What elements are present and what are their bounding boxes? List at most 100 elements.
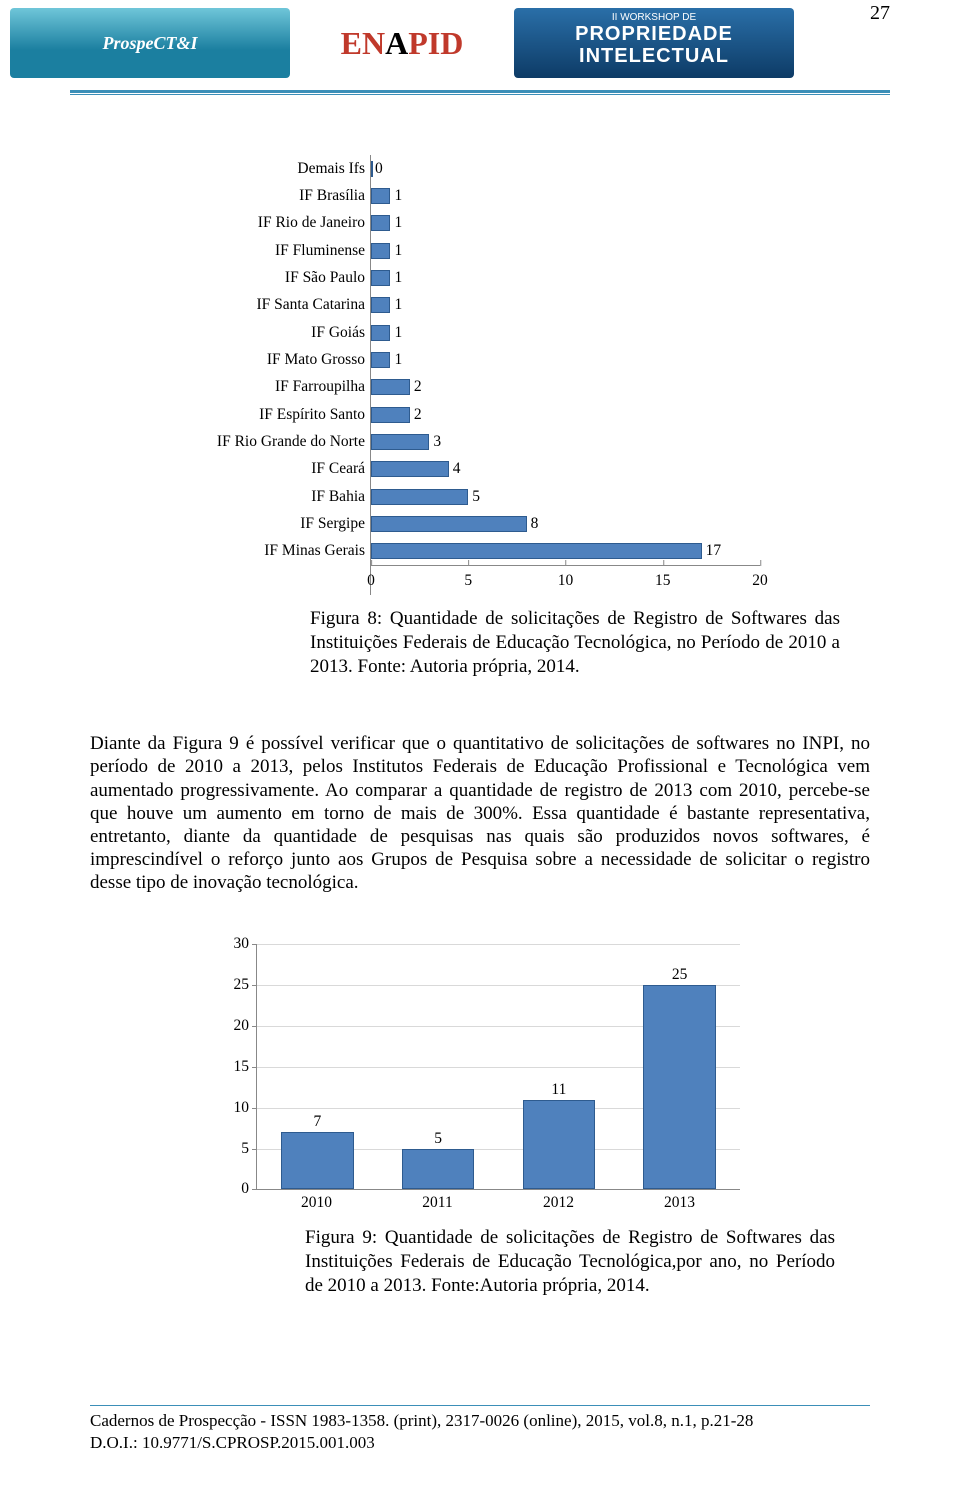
vbar-value: 11 <box>551 1081 566 1099</box>
hbar-bar <box>371 434 429 450</box>
workshop-line3: INTELECTUAL <box>579 45 729 67</box>
hbar-label: IF Ceará <box>195 460 365 478</box>
x-axis-tick: 10 <box>558 566 574 590</box>
hbar-value: 0 <box>375 160 383 178</box>
hbar-label: IF Minas Gerais <box>195 542 365 560</box>
x-axis-label: 2010 <box>301 1194 332 1212</box>
y-axis-label: 0 <box>241 1180 249 1198</box>
x-axis-tick: 15 <box>655 566 671 590</box>
footer-line-1: Cadernos de Prospecção - ISSN 1983-1358.… <box>90 1410 870 1432</box>
y-axis-label: 25 <box>234 976 250 994</box>
footer-line-2: D.O.I.: 10.9771/S.CPROSP.2015.001.003 <box>90 1432 870 1454</box>
hbar-value: 1 <box>394 242 402 260</box>
hbar-value: 1 <box>394 351 402 369</box>
y-axis-label: 20 <box>234 1017 250 1035</box>
hbar-value: 5 <box>472 488 480 506</box>
hbar-label: Demais Ifs <box>195 160 365 178</box>
y-axis-label: 5 <box>241 1140 249 1158</box>
hbar-value: 2 <box>414 406 422 424</box>
hbar-value: 17 <box>706 542 722 560</box>
hbar-label: IF Mato Grosso <box>195 351 365 369</box>
page-header: ProspeCT&I ENAPID II WORKSHOP DE PROPRIE… <box>0 0 960 86</box>
vbar: 5 <box>402 1149 474 1190</box>
workshop-line2: PROPRIEDADE <box>575 23 733 45</box>
figure-8-caption: Figura 8: Quantidade de solicitações de … <box>310 607 840 678</box>
enapid-part-1: EN <box>341 25 385 62</box>
figure-9-caption-prefix: Figura 9: <box>305 1227 385 1248</box>
logo-enapid: ENAPID <box>302 8 502 78</box>
x-axis-tick: 20 <box>752 566 768 590</box>
y-axis-tick <box>252 944 257 945</box>
hbar-bar <box>371 188 390 204</box>
vbar-value: 25 <box>672 966 688 984</box>
hbar-label: IF Rio de Janeiro <box>195 214 365 232</box>
figure-8-caption-body: Quantidade de solicitações de Registro d… <box>310 608 840 677</box>
hbar-bar <box>371 352 390 368</box>
hbar-row: IF Rio de Janeiro1 <box>371 210 760 237</box>
hbar-row: Demais Ifs0 <box>371 155 760 182</box>
hbar-label: IF Santa Catarina <box>195 296 365 314</box>
hbar-row: IF Espírito Santo2 <box>371 401 760 428</box>
y-axis-label: 10 <box>234 1099 250 1117</box>
body-paragraph: Diante da Figura 9 é possível verificar … <box>90 732 870 894</box>
y-axis-tick <box>252 1026 257 1027</box>
hbar-bar <box>371 489 468 505</box>
vbar: 11 <box>523 1100 595 1190</box>
hbar-bar <box>371 297 390 313</box>
page-number: 27 <box>870 2 890 25</box>
hbar-value: 4 <box>453 460 461 478</box>
x-axis-label: 2012 <box>543 1194 574 1212</box>
hbar-value: 8 <box>531 515 539 533</box>
logo-prospect: ProspeCT&I <box>10 8 290 78</box>
y-axis-tick <box>252 1149 257 1150</box>
hbar-bar <box>371 461 449 477</box>
hbar-label: IF São Paulo <box>195 269 365 287</box>
logo-prospect-text: ProspeCT&I <box>102 33 197 54</box>
hbar-label: IF Sergipe <box>195 515 365 533</box>
hbar-row: IF Fluminense1 <box>371 237 760 264</box>
hbar-row: IF Goiás1 <box>371 319 760 346</box>
hbar-bar <box>371 543 702 559</box>
hbar-label: IF Goiás <box>195 324 365 342</box>
logo-workshop: II WORKSHOP DE PROPRIEDADE INTELECTUAL <box>514 8 794 78</box>
hbar-row: IF Ceará4 <box>371 456 760 483</box>
hbar-value: 2 <box>414 378 422 396</box>
y-axis-tick <box>252 985 257 986</box>
enapid-part-2: A <box>385 25 408 62</box>
vbar-value: 7 <box>313 1113 321 1131</box>
figure-9-chart: 051015202530751125 2010201120122013 <box>220 944 740 1214</box>
y-axis-tick <box>252 1067 257 1068</box>
hbar-label: IF Fluminense <box>195 242 365 260</box>
figure-8-caption-prefix: Figura 8: <box>310 608 390 629</box>
hbar-row: IF Sergipe8 <box>371 510 760 537</box>
footer-rule <box>90 1405 870 1406</box>
hbar-label: IF Bahia <box>195 488 365 506</box>
hbar-row: IF Santa Catarina1 <box>371 292 760 319</box>
hbar-value: 1 <box>394 296 402 314</box>
figure-9-caption-body: Quantidade de solicitações de Registro d… <box>305 1227 835 1296</box>
x-axis-label: 2011 <box>422 1194 452 1212</box>
x-axis-label: 2013 <box>664 1194 695 1212</box>
hbar-row: IF São Paulo1 <box>371 264 760 291</box>
hbar-value: 1 <box>394 214 402 232</box>
hbar-value: 1 <box>394 187 402 205</box>
hbar-row: IF Farroupilha2 <box>371 374 760 401</box>
hbar-value: 1 <box>394 324 402 342</box>
workshop-line1: II WORKSHOP DE <box>612 12 696 23</box>
vbar-value: 5 <box>434 1130 442 1148</box>
y-axis-label: 15 <box>234 1058 250 1076</box>
vbar: 25 <box>643 985 715 1189</box>
hbar-bar <box>371 325 390 341</box>
page-footer: Cadernos de Prospecção - ISSN 1983-1358.… <box>90 1405 870 1454</box>
hbar-bar <box>371 243 390 259</box>
hbar-bar <box>371 215 390 231</box>
hbar-label: IF Brasília <box>195 187 365 205</box>
hbar-bar <box>371 161 373 177</box>
y-axis-label: 30 <box>234 935 250 953</box>
figure-8-chart: Demais Ifs0IF Brasília1IF Rio de Janeiro… <box>200 155 760 595</box>
hbar-label: IF Farroupilha <box>195 378 365 396</box>
gridline <box>257 944 740 945</box>
enapid-part-3: PID <box>408 25 463 62</box>
x-axis-tick: 5 <box>464 566 472 590</box>
hbar-bar <box>371 516 527 532</box>
